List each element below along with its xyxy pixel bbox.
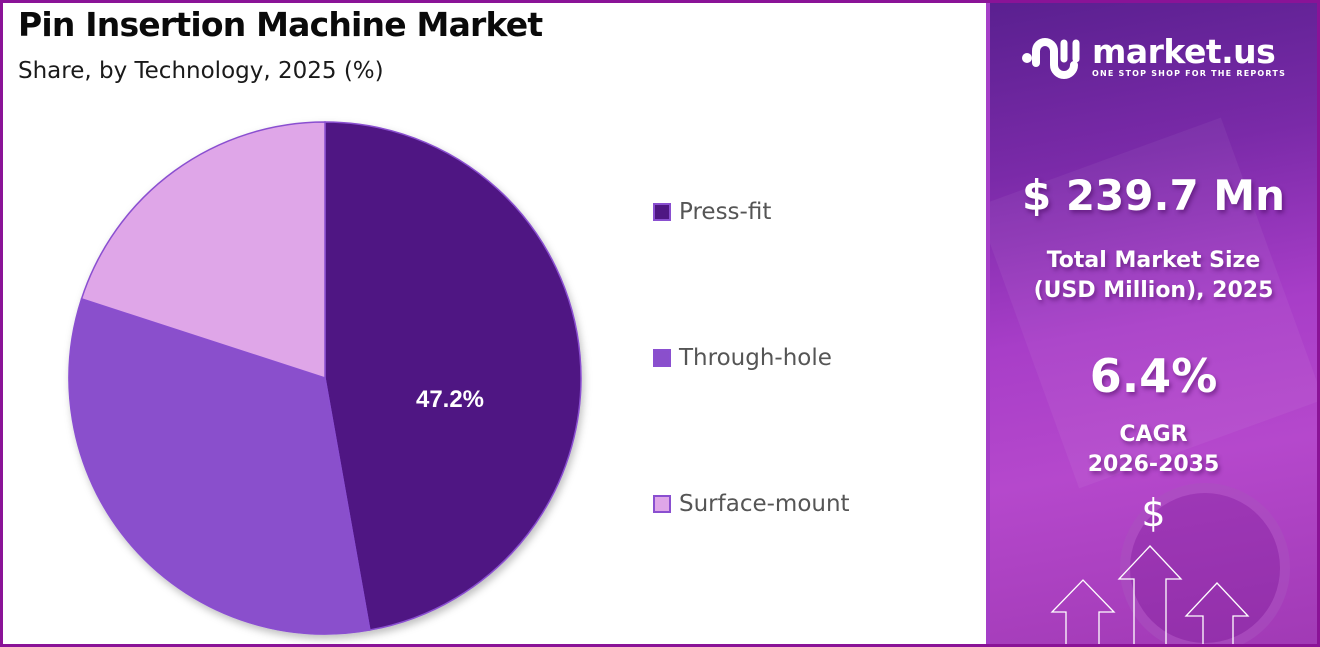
- chart-subtitle: Share, by Technology, 2025 (%): [18, 58, 384, 84]
- brand-tagline: ONE STOP SHOP FOR THE REPORTS: [1092, 68, 1287, 78]
- pie-slices: [68, 121, 582, 635]
- legend-label: Surface-mount: [679, 491, 850, 517]
- summary-panel: market.us ONE STOP SHOP FOR THE REPORTS …: [986, 3, 1317, 644]
- legend-item-through-hole: Through-hole: [653, 345, 832, 371]
- market-size-label-2: (USD Million), 2025: [1033, 278, 1274, 303]
- slice-label-press-fit: 47.2%: [416, 386, 484, 413]
- market-us-logo-icon: [1022, 38, 1080, 79]
- market-size-value: $ 239.7 Mn: [1021, 171, 1285, 220]
- legend-label: Press-fit: [679, 199, 772, 225]
- cagr-value: 6.4%: [1089, 349, 1218, 403]
- legend-label: Through-hole: [679, 345, 832, 371]
- cagr-label-1: CAGR: [1119, 422, 1188, 447]
- pie-slice-through-hole: [68, 297, 371, 635]
- pie-slice-surface-mount: [80, 121, 326, 380]
- pie-slice-press-fit: [324, 121, 582, 631]
- swatch-through-hole: [653, 349, 671, 367]
- swatch-press-fit: [653, 203, 671, 221]
- growth-arrows-icon: [1050, 545, 1250, 644]
- coffee-cup-decoration: [1120, 483, 1290, 644]
- brand-name: market.us: [1092, 31, 1276, 71]
- brand-logo: market.us ONE STOP SHOP FOR THE REPORTS: [1020, 31, 1286, 81]
- dollar-icon: $: [1141, 491, 1166, 535]
- cagr-label-2: 2026-2035: [1087, 452, 1220, 477]
- pie-chart: 47.2%: [68, 121, 582, 635]
- chart-title: Pin Insertion Machine Market: [18, 5, 543, 44]
- market-size-label-1: Total Market Size: [1046, 248, 1261, 273]
- legend-item-surface-mount: Surface-mount: [653, 491, 850, 517]
- legend-item-press-fit: Press-fit: [653, 199, 771, 225]
- swatch-surface-mount: [653, 495, 671, 513]
- chart-panel: Pin Insertion Machine Market Share, by T…: [3, 3, 986, 644]
